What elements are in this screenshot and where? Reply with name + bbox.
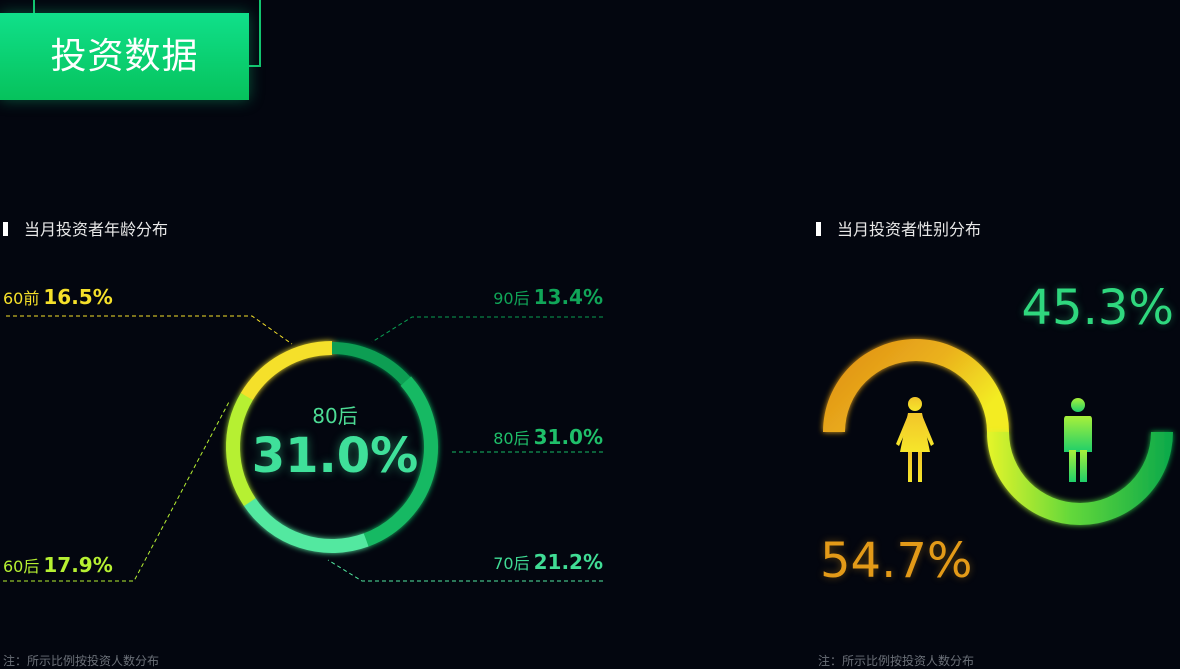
female-icon xyxy=(896,397,934,482)
male-percentage: 45.3% xyxy=(1021,280,1174,336)
age-section-title: 当月投资者年龄分布 xyxy=(3,216,168,240)
age-donut xyxy=(226,341,438,553)
label-70s: 70后 21.2% xyxy=(493,550,603,574)
leader-line-60s xyxy=(3,399,231,582)
label-60s: 60后 17.9% xyxy=(3,553,113,577)
male-arc xyxy=(987,432,1173,525)
title-frame-edge xyxy=(33,0,35,14)
male-icon xyxy=(1064,398,1092,482)
leader-line-pre60 xyxy=(6,315,293,345)
gender-section-title: 当月投资者性别分布 xyxy=(816,216,981,240)
age-note: 注：所示比例按投资人数分布 xyxy=(3,654,160,668)
gender-note: 注：所示比例按投资人数分布 xyxy=(818,654,975,668)
segment-pre60 xyxy=(240,341,333,401)
segment-70s xyxy=(243,498,369,553)
donut-center-value: 31.0% xyxy=(251,428,419,484)
age-section-title-text: 当月投资者年龄分布 xyxy=(24,220,169,239)
leader-line-70s xyxy=(327,559,603,582)
gender-section-title-text: 当月投资者性别分布 xyxy=(837,220,982,239)
segment-60s xyxy=(226,393,256,507)
label-pre60: 60前 16.5% xyxy=(3,285,113,309)
leader-line-90s xyxy=(371,316,603,343)
female-percentage: 54.7% xyxy=(820,533,973,589)
title-banner xyxy=(0,13,249,100)
label-90s: 90后 13.4% xyxy=(493,285,603,309)
donut-center-category: 80后 xyxy=(312,404,358,428)
label-80s: 80后 31.0% xyxy=(493,425,603,449)
segment-90s xyxy=(331,342,411,386)
section-marker xyxy=(816,222,821,236)
page-title: 投资数据 xyxy=(50,36,199,77)
section-marker xyxy=(3,222,8,236)
female-arc xyxy=(823,339,1009,432)
segment-80s xyxy=(363,376,438,547)
